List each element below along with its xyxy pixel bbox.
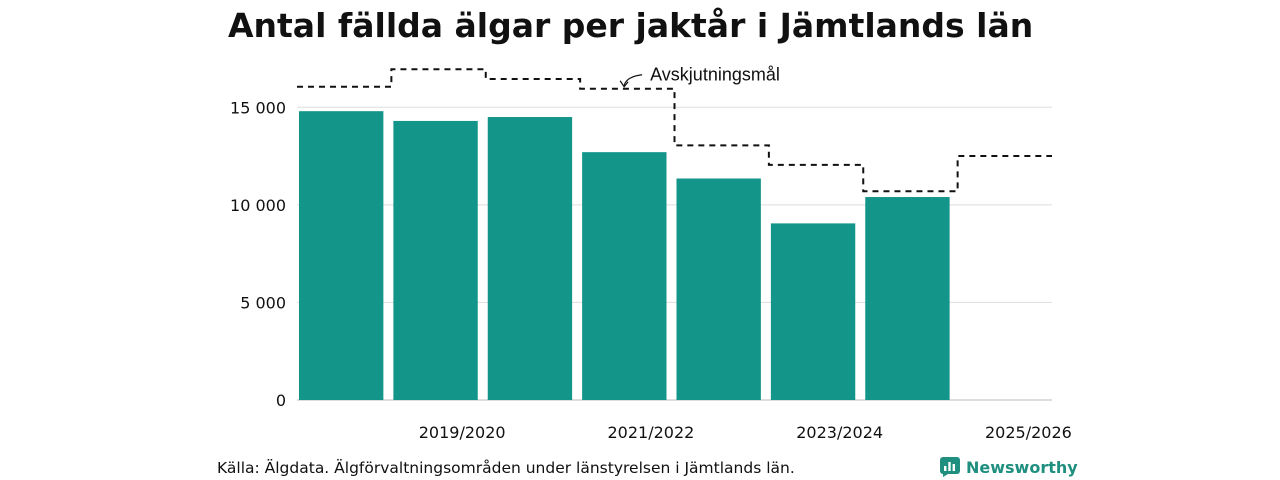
- brand: Newsworthy: [940, 457, 1078, 477]
- bar: [770, 223, 856, 400]
- y-tick-label: 15 000: [230, 98, 286, 117]
- newsworthy-logo-icon: [940, 457, 960, 477]
- bars: [299, 111, 950, 401]
- x-tick-label: 2021/2022: [607, 423, 694, 442]
- target-step-line: [297, 68, 1052, 193]
- source-note: Källa: Älgdata. Älgförvaltningsområden u…: [217, 459, 795, 477]
- bar: [393, 120, 478, 400]
- annotation-label: Avskjutningsmål: [650, 65, 780, 85]
- y-tick-label: 10 000: [230, 196, 286, 215]
- x-tick-label: 2023/2024: [796, 423, 883, 442]
- bar: [299, 111, 384, 401]
- y-tick-label: 5 000: [240, 293, 286, 312]
- bar: [487, 117, 573, 400]
- annotations: Avskjutningsmål: [619, 65, 780, 88]
- annotation-arrow: [623, 74, 643, 86]
- chart-title: Antal fällda älgar per jaktår i Jämtland…: [228, 6, 1034, 45]
- target-line: [297, 68, 1052, 193]
- x-tick-label: 2025/2026: [985, 423, 1072, 442]
- y-tick-label: 0: [276, 391, 286, 410]
- bar: [865, 197, 950, 400]
- bar: [676, 178, 761, 400]
- annotation-arrowhead: [619, 80, 629, 88]
- x-tick-label: 2019/2020: [419, 423, 506, 442]
- brand-name: Newsworthy: [966, 457, 1078, 477]
- bar: [582, 152, 667, 400]
- y-axis-ticks: 0 5 000 10 000 15 000: [230, 98, 286, 410]
- x-axis-ticks: 2019/2020 2021/2022 2023/2024 2025/2026: [419, 423, 1072, 442]
- bar-chart: 0 5 000 10 000 15 000 2019/2020 2021/2022 202…: [230, 65, 1072, 442]
